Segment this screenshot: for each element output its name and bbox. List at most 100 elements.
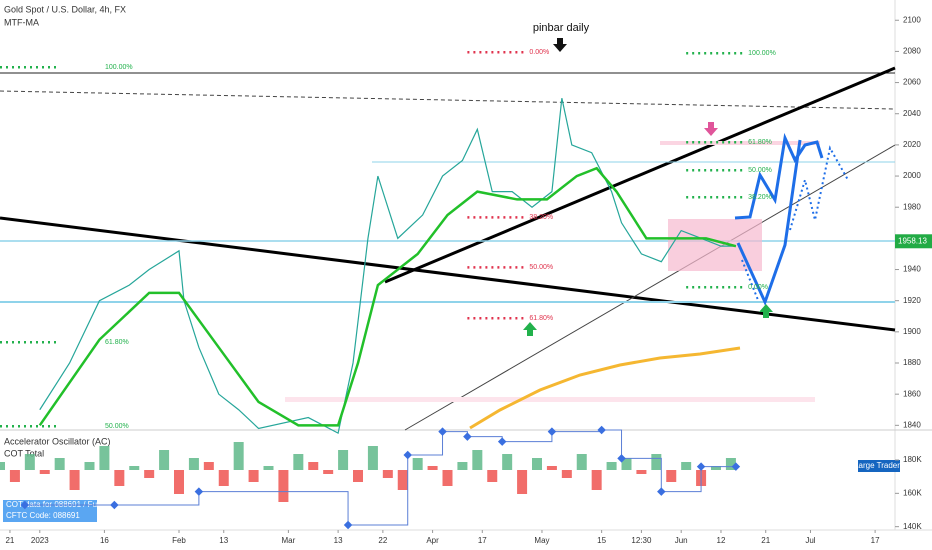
x-tick-label: 22 [378,536,387,545]
projection [736,139,802,307]
chart-title: Gold Spot / U.S. Dollar, 4h, FX [4,4,126,14]
note: CFTC Code: 088691 [6,511,80,520]
cot-point [657,487,666,496]
x-tick-label: 17 [871,536,880,545]
oscillator-bar [159,450,170,470]
x-tick-label: 21 [5,536,14,545]
cot-point [617,454,626,463]
oscillator-bar [681,462,692,470]
cot-point [547,427,557,436]
oscillator-bar [576,454,587,470]
oscillator-bar [323,470,334,474]
annotation: pinbar daily [533,22,590,34]
oscillator-bar [651,454,662,470]
oscillator-bar [99,446,110,470]
cot-point [731,462,741,471]
y-tick-label: 1840 [903,420,921,429]
cot-point [343,520,353,530]
cot-point [110,500,119,510]
cot-point [696,462,706,471]
oscillator-bar [248,470,259,482]
x-tick-label: Mar [281,536,295,545]
fib-label: 100.00% [748,50,776,57]
y-tick-label: 2060 [903,78,921,87]
y-tick-label: 2080 [903,47,921,56]
x-tick-label: Feb [172,536,186,545]
arrow-down [553,38,567,52]
projection [741,259,759,301]
x-tick-label: 16 [100,536,109,545]
fib-label: 50.00% [529,264,553,271]
cot-point [438,427,447,436]
y-tick-label: 1940 [903,265,921,274]
oscillator-bar [457,462,468,470]
oscillator-bar [382,470,393,478]
oscillator-bar [0,462,5,470]
y-tick-label: 2000 [903,171,921,180]
oscillator-bar [233,442,244,470]
y-tick-label: 1900 [903,327,921,336]
oscillator-bar [278,470,289,502]
arrow-down [704,122,718,136]
fib-label: 50.00% [748,167,772,174]
y-tick-label: 1860 [903,389,921,398]
oscillator-bar [472,450,483,470]
oscillator-bar [114,470,125,486]
y2-tick-label: 140K [903,522,922,531]
fib-label: 61.80% [748,139,772,146]
cot-point [597,425,606,435]
trend-line [0,216,896,332]
fib-label: 0.00% [748,284,768,291]
cot-point [463,432,472,441]
oscillator-bar [353,470,363,482]
oscillator-bar [502,454,513,470]
indicator-label: MTF-MA [4,17,39,27]
oscillator-bar [427,466,438,470]
oscillator-bar [666,470,677,482]
oscillator-bar [517,470,528,494]
x-tick-label: 13 [334,536,343,545]
x-tick-label: 21 [761,536,770,545]
oscillator-bar [711,466,721,470]
oscillator-bar [606,462,617,470]
oscillator-bar [442,470,453,486]
price-tag-label: 1958.13 [898,236,927,245]
x-tick-label: 17 [478,536,487,545]
oscillator-bar [24,454,35,470]
cot-overlay [469,346,741,430]
oscillator-bar [69,470,80,490]
zone [660,141,820,145]
dashed-line [0,90,896,110]
arrow-up [759,304,773,318]
cot-point [497,437,507,446]
x-tick-label: 12:30 [631,536,652,545]
oscillator-bar [39,470,50,474]
cot-point [403,450,412,460]
drawings [0,38,896,431]
price-line [39,98,736,435]
y-tick-label: 1920 [903,296,921,305]
oscillator-bar [174,470,184,494]
y-tick-label: 2100 [903,15,921,24]
oscillator-bar [367,446,378,470]
x-tick-label: Jun [675,536,688,545]
cot-line [24,429,736,526]
y-tick-label: 2040 [903,109,921,118]
legend-box [858,460,900,472]
oscillator-bar [397,470,408,490]
oscillator-bar [188,458,199,470]
oscillator-bar [203,462,214,470]
zone [285,397,815,402]
x-tick-label: 15 [597,536,606,545]
fib-label: 100.00% [105,64,133,71]
oscillator-bar [412,458,423,470]
x-tick-label: May [534,536,549,545]
y-tick-label: 1980 [903,202,921,211]
oscillator-bar [636,470,647,474]
oscillator-bar [54,458,65,470]
trend-line [404,144,896,431]
fib-label: 38.20% [529,214,553,221]
oscillator-bar [218,470,229,486]
y2-tick-label: 180K [903,455,922,464]
